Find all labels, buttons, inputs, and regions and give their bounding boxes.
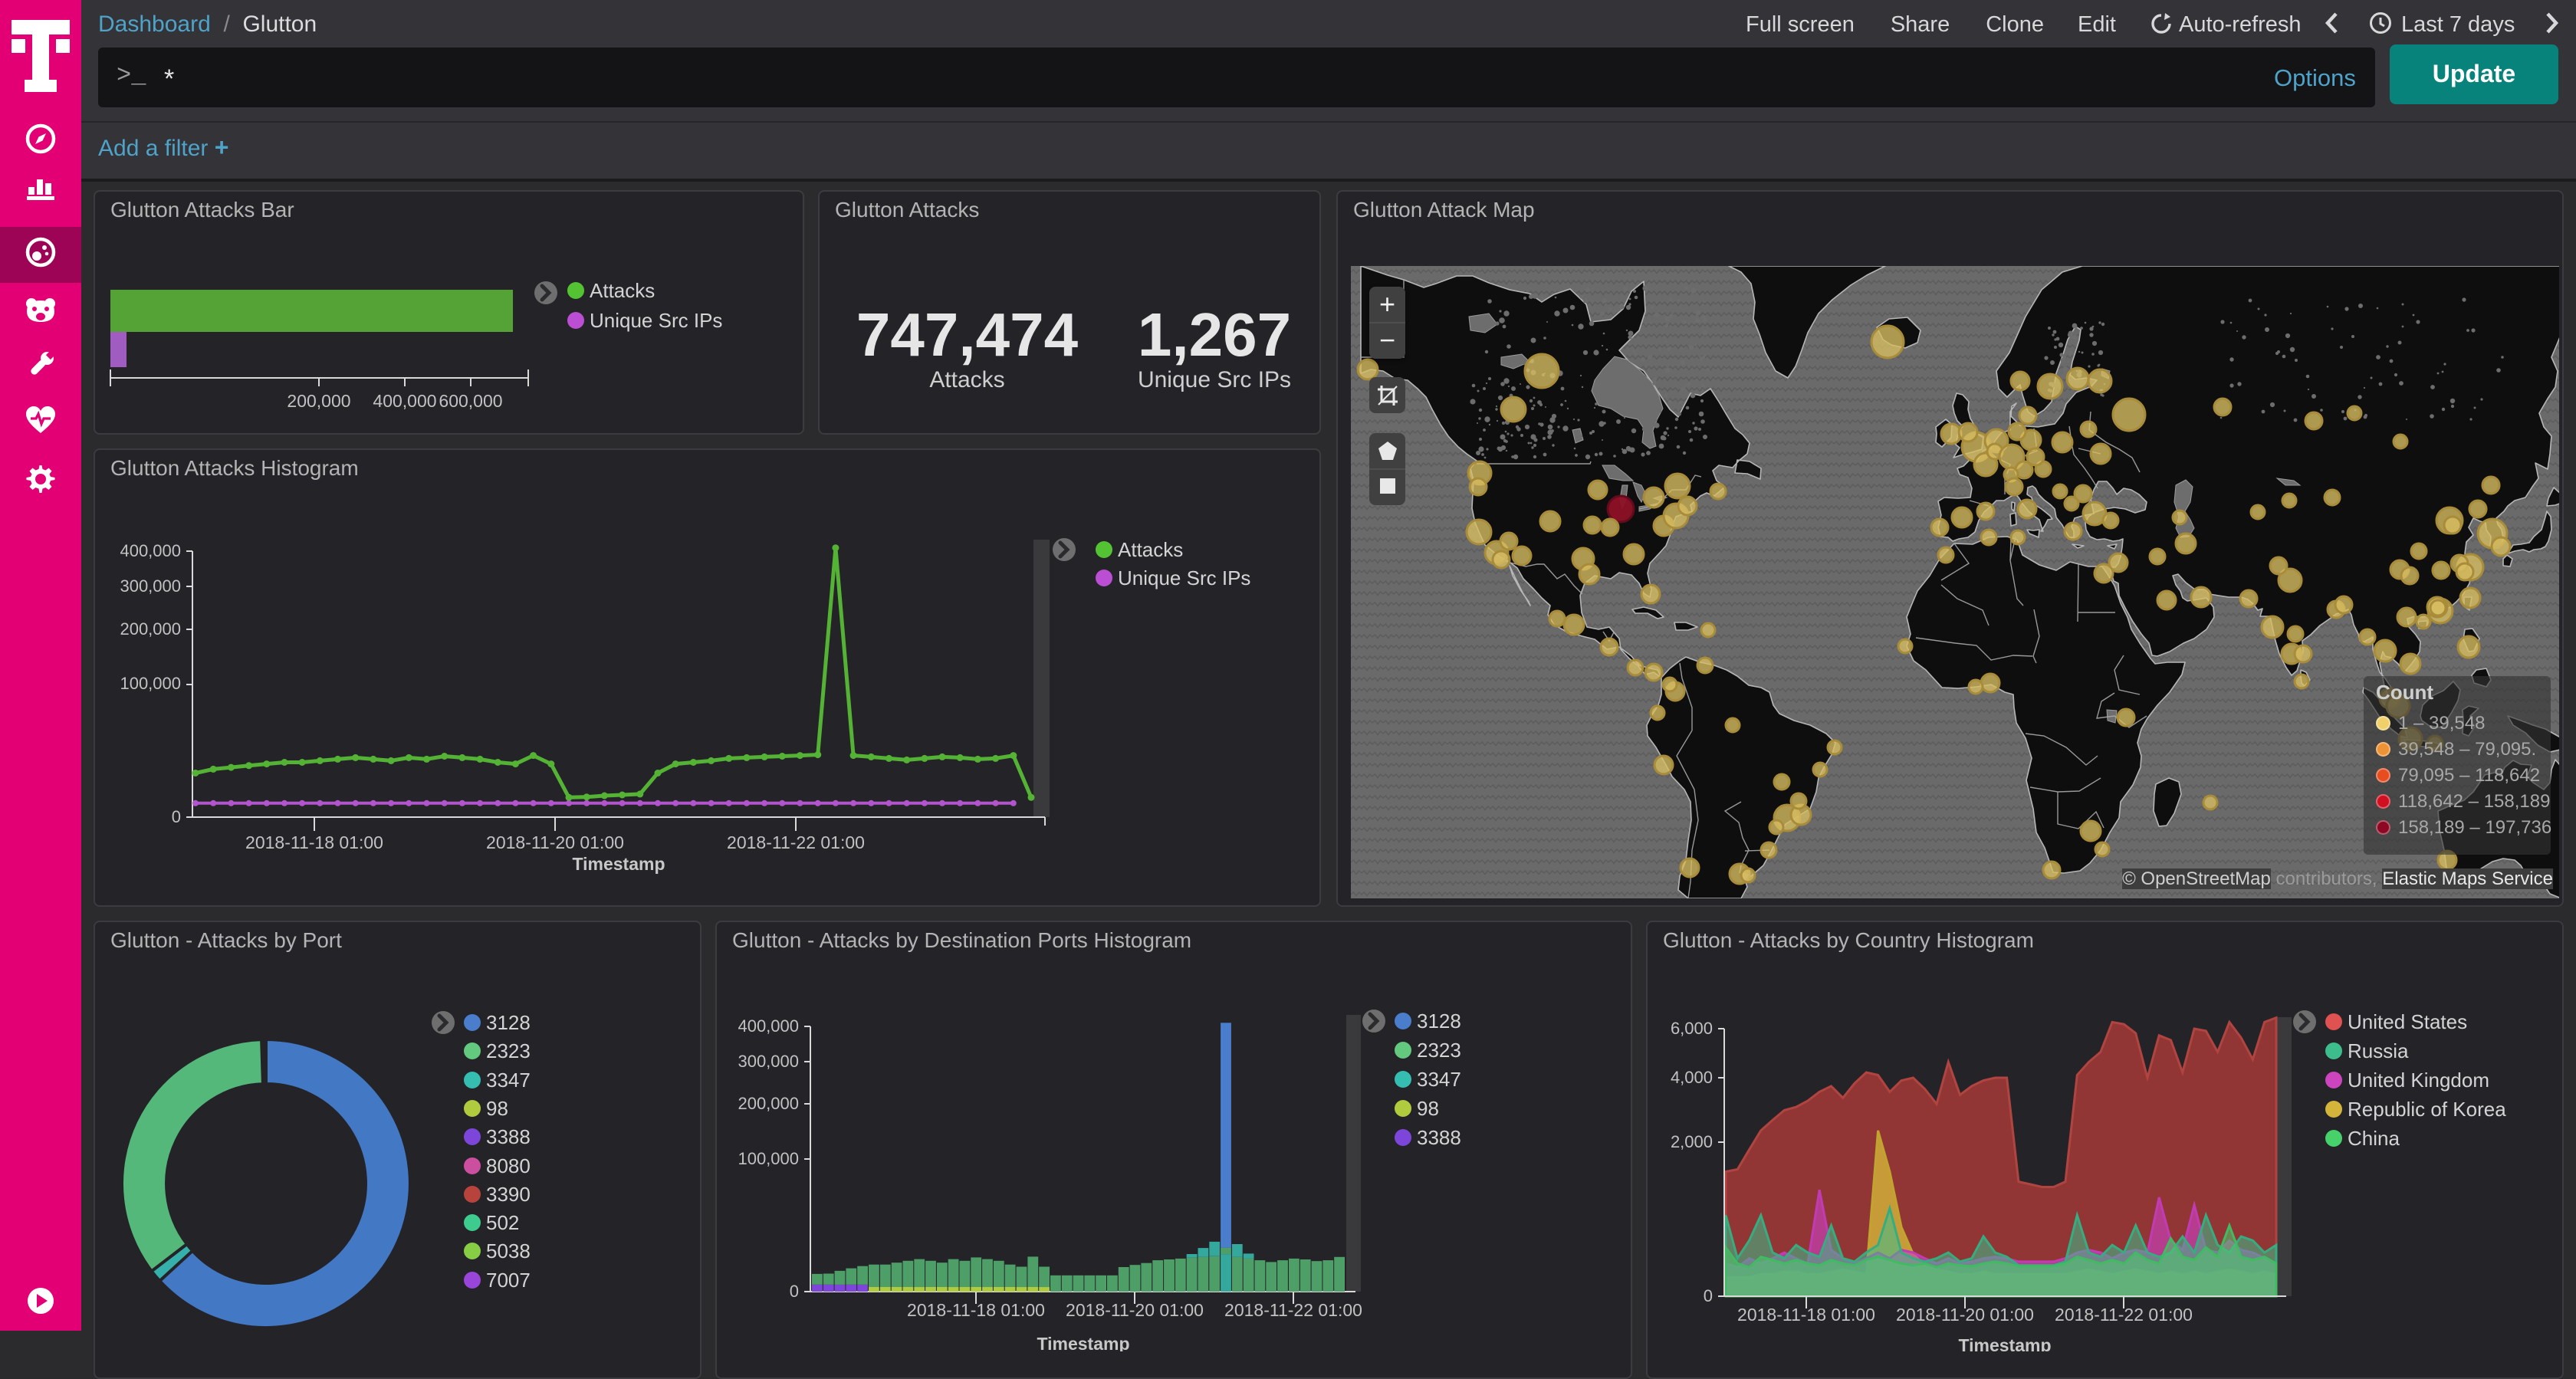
svg-text:2018-11-18 01:00: 2018-11-18 01:00 <box>1737 1305 1875 1325</box>
svg-text:Unique Src IPs: Unique Src IPs <box>1118 566 1250 589</box>
svg-text:98: 98 <box>486 1097 508 1120</box>
svg-text:Timestamp: Timestamp <box>1037 1334 1129 1351</box>
svg-text:2018-11-20 01:00: 2018-11-20 01:00 <box>1066 1300 1204 1320</box>
svg-text:2323: 2323 <box>486 1039 531 1062</box>
svg-text:3388: 3388 <box>486 1125 531 1148</box>
svg-text:China: China <box>2348 1127 2400 1150</box>
svg-text:Attacks: Attacks <box>590 279 655 302</box>
svg-text:200,000: 200,000 <box>287 391 350 411</box>
svg-text:3128: 3128 <box>1417 1010 1461 1033</box>
svg-text:4,000: 4,000 <box>1671 1068 1713 1087</box>
svg-text:0: 0 <box>172 807 181 826</box>
svg-text:3390: 3390 <box>486 1183 531 1206</box>
svg-text:0: 0 <box>1704 1286 1713 1305</box>
svg-text:3128: 3128 <box>486 1011 531 1034</box>
svg-text:2018-11-18 01:00: 2018-11-18 01:00 <box>907 1300 1045 1320</box>
svg-text:300,000: 300,000 <box>738 1052 799 1071</box>
svg-text:0: 0 <box>790 1282 799 1301</box>
svg-text:98: 98 <box>1417 1097 1439 1120</box>
svg-text:7007: 7007 <box>486 1269 531 1292</box>
svg-text:3347: 3347 <box>1417 1068 1461 1091</box>
svg-text:2,000: 2,000 <box>1671 1132 1713 1151</box>
svg-text:Timestamp: Timestamp <box>1958 1335 2051 1351</box>
svg-text:2018-11-22 01:00: 2018-11-22 01:00 <box>1224 1300 1362 1320</box>
svg-text:200,000: 200,000 <box>738 1094 799 1113</box>
svg-text:502: 502 <box>486 1211 519 1234</box>
svg-text:100,000: 100,000 <box>738 1149 799 1168</box>
svg-text:2018-11-22 01:00: 2018-11-22 01:00 <box>2055 1305 2193 1325</box>
svg-text:Republic of Korea: Republic of Korea <box>2348 1098 2506 1121</box>
svg-text:400,000: 400,000 <box>738 1016 799 1036</box>
svg-text:300,000: 300,000 <box>120 576 181 596</box>
svg-text:Timestamp: Timestamp <box>572 854 665 874</box>
svg-text:5038: 5038 <box>486 1239 531 1262</box>
svg-text:2018-11-20 01:00: 2018-11-20 01:00 <box>1896 1305 2034 1325</box>
svg-text:6,000: 6,000 <box>1671 1019 1713 1038</box>
svg-text:400,000: 400,000 <box>120 541 181 560</box>
svg-text:2018-11-20 01:00: 2018-11-20 01:00 <box>486 832 624 852</box>
svg-text:3388: 3388 <box>1417 1126 1461 1149</box>
svg-text:2323: 2323 <box>1417 1039 1461 1062</box>
svg-text:600,000: 600,000 <box>439 391 502 411</box>
svg-text:400,000: 400,000 <box>373 391 436 411</box>
svg-text:3347: 3347 <box>486 1069 531 1092</box>
svg-text:2018-11-22 01:00: 2018-11-22 01:00 <box>727 832 865 852</box>
svg-text:2018-11-18 01:00: 2018-11-18 01:00 <box>245 832 383 852</box>
svg-text:United States: United States <box>2348 1010 2467 1033</box>
svg-text:200,000: 200,000 <box>120 619 181 639</box>
svg-text:Russia: Russia <box>2348 1039 2409 1062</box>
svg-text:8080: 8080 <box>486 1154 531 1177</box>
svg-text:Unique Src IPs: Unique Src IPs <box>590 309 722 332</box>
svg-text:100,000: 100,000 <box>120 674 181 693</box>
svg-text:United Kingdom: United Kingdom <box>2348 1069 2489 1092</box>
svg-text:Attacks: Attacks <box>1118 538 1183 561</box>
